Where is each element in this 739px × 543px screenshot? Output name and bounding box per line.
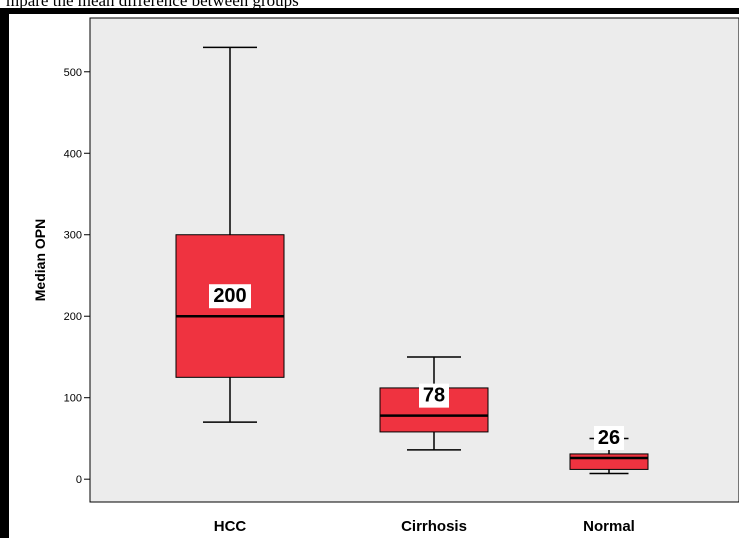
y-tick-label: 500 xyxy=(64,67,82,79)
box-series: 200 78 26 xyxy=(175,46,649,475)
median-label: 78 xyxy=(423,385,445,407)
median-label: 26 xyxy=(598,427,620,449)
figure-caption: mpare the mean difference between groups xyxy=(6,0,739,9)
x-tick-label: Normal xyxy=(583,518,635,535)
outer-border-left xyxy=(0,8,9,538)
x-tick-label: HCC xyxy=(214,518,247,535)
y-tick-label: 300 xyxy=(64,230,82,242)
boxplot-chart: 0 100 200 300 400 500 200 78 26 HCC Cirrhosis Nor… xyxy=(0,8,739,538)
y-tick-label: 100 xyxy=(64,393,82,405)
median-label: 200 xyxy=(213,285,246,307)
y-tick-label: 400 xyxy=(64,148,82,160)
y-tick-label: 200 xyxy=(64,311,82,323)
y-tick-label: 0 xyxy=(76,474,82,486)
x-axis: HCC Cirrhosis Normal xyxy=(214,518,635,535)
y-axis: 0 100 200 300 400 500 xyxy=(64,67,90,486)
y-axis-label: Median OPN xyxy=(32,219,48,301)
median-label-background xyxy=(419,383,449,408)
median-label-background xyxy=(209,284,251,309)
x-tick-label: Cirrhosis xyxy=(401,518,467,535)
box-normal xyxy=(569,453,649,470)
outer-border-top xyxy=(0,8,739,14)
chart-frame: 0 100 200 300 400 500 200 78 26 HCC Cirrhosis Nor… xyxy=(0,8,739,538)
median-label-background xyxy=(594,426,624,450)
